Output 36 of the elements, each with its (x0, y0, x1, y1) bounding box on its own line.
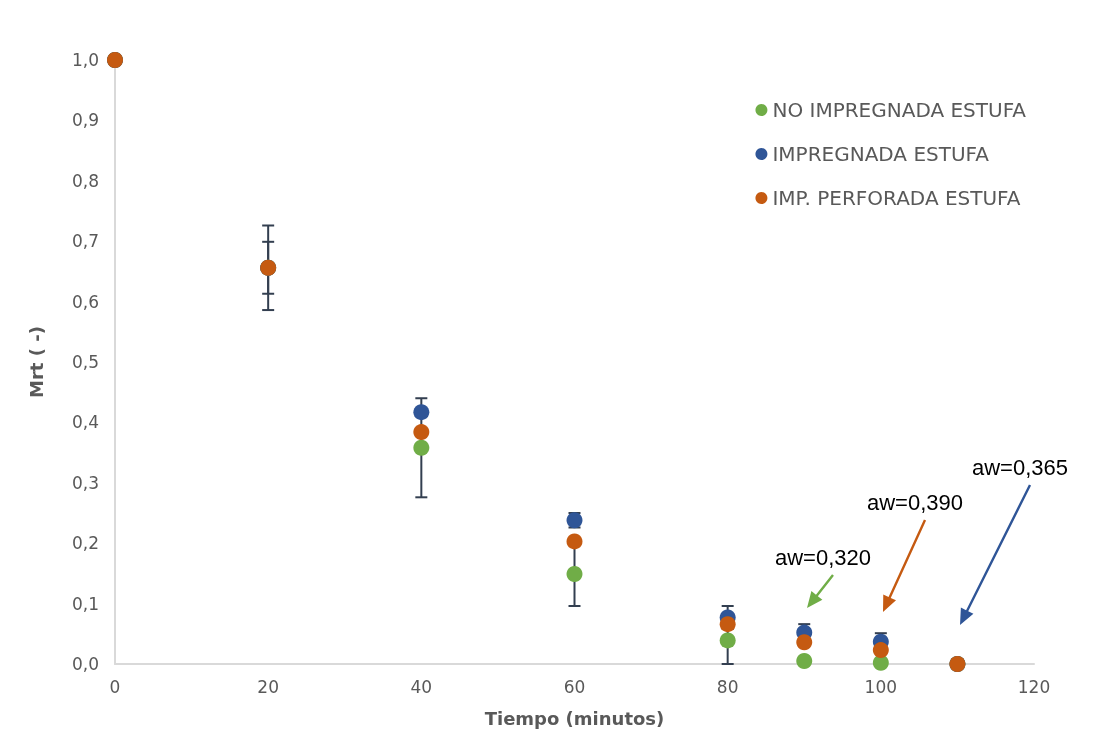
y-tick-label: 0,4 (71, 412, 99, 433)
x-tick-label: 60 (563, 676, 586, 697)
legend-label: IMP. PERFORADA ESTUFA (772, 186, 1021, 210)
y-tick-label: 0,3 (71, 472, 99, 493)
x-tick-label: 40 (410, 676, 433, 697)
point (566, 533, 583, 550)
x-tick-label: 100 (864, 676, 898, 697)
y-tick-label: 0,1 (71, 593, 99, 614)
point (872, 642, 889, 659)
x-tick-label: 80 (716, 676, 739, 697)
y-tick-label: 0,8 (71, 170, 99, 191)
annotation: aw=0,365 (971, 455, 1069, 480)
y-axis-title: Mrt ( -) (25, 326, 47, 398)
legend-label: NO IMPREGNADA ESTUFA (772, 98, 1027, 122)
x-tick-label: 0 (109, 676, 121, 697)
y-tick-label: 0,7 (71, 231, 99, 252)
y-tick-label: 0,6 (71, 291, 99, 312)
point (796, 634, 813, 651)
y-tick-label: 1,0 (71, 50, 99, 70)
point (413, 424, 430, 441)
point (413, 404, 430, 421)
annotation: aw=0,390 (866, 490, 964, 515)
legend-label: IMPREGNADA ESTUFA (772, 142, 990, 166)
y-tick-label: 0,9 (71, 110, 99, 131)
point (719, 616, 736, 633)
point (413, 439, 430, 456)
point (566, 566, 583, 582)
x-tick-label: 120 (1017, 676, 1051, 697)
x-tick-label: 20 (257, 676, 279, 697)
annotation: aw=0,320 (774, 545, 872, 570)
x-axis-title: Tiempo (minutos) (484, 707, 665, 729)
y-tick-label: 0,5 (71, 352, 99, 372)
y-tick-label: 0,2 (71, 533, 99, 554)
y-tick-label: 0,0 (71, 654, 99, 674)
point (719, 632, 736, 649)
point (796, 652, 813, 669)
